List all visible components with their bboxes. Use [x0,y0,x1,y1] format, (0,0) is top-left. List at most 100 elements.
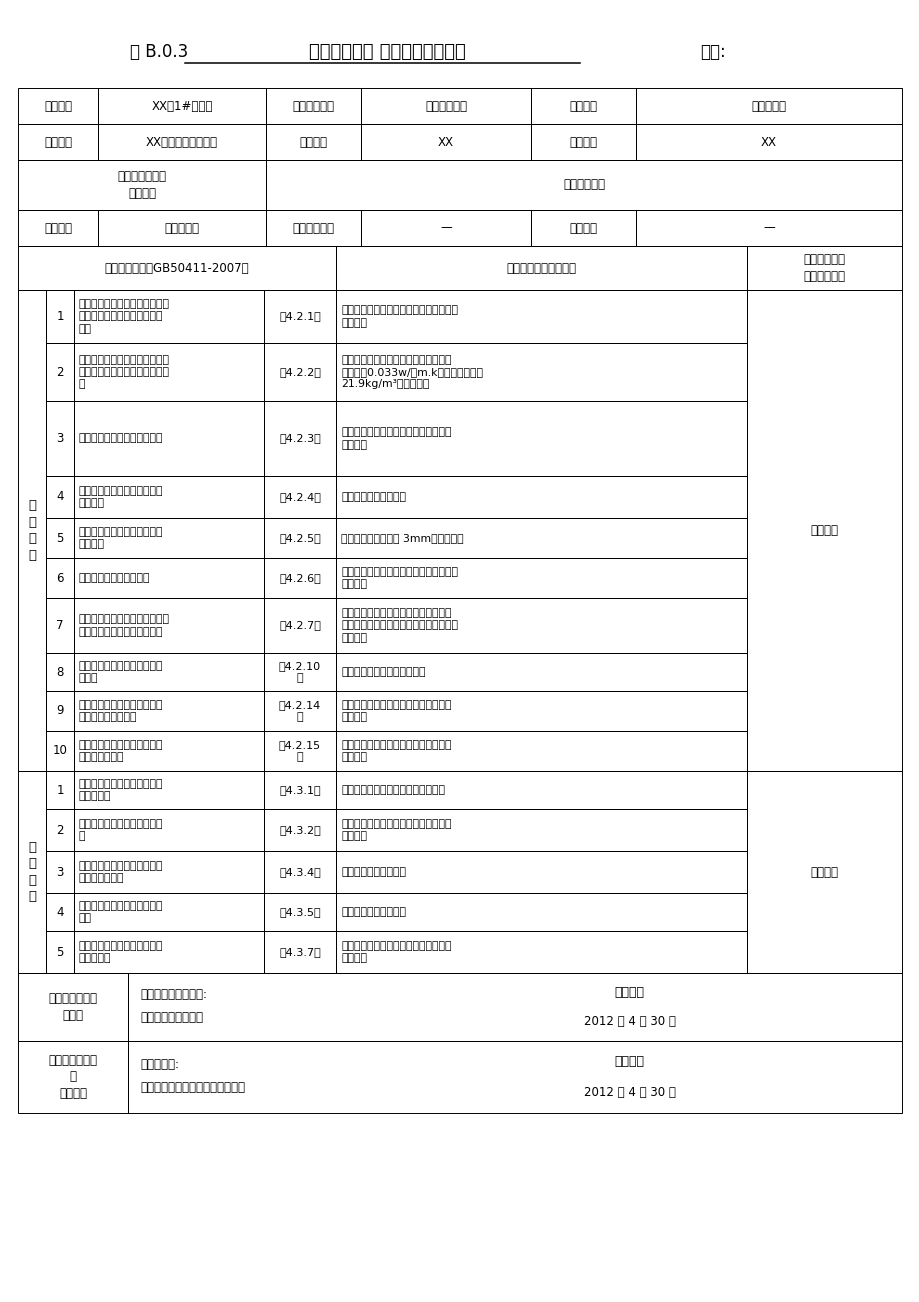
Text: （项目技术负责人）: （项目技术负责人） [140,1010,203,1023]
Text: 工程名称: 工程名称 [44,99,72,112]
Text: 5: 5 [56,945,63,958]
Text: 第4.3.5条: 第4.3.5条 [278,907,321,917]
Text: 施工执行标准名
称及编号: 施工执行标准名 称及编号 [118,171,166,199]
Bar [266,89,360,124]
Bar [74,401,264,477]
Text: 施工单位检查评定记录: 施工单位检查评定记录 [506,262,576,275]
Text: 经观察检查，符合要求: 经观察检查，符合要求 [341,867,405,878]
Text: 监理（建设）
单位验收记录: 监理（建设） 单位验收记录 [802,254,845,283]
Bar [74,852,264,893]
Bar [74,809,264,852]
Text: 符合要求；其它项亦符合要求: 符合要求；其它项亦符合要求 [341,667,425,677]
Bar [264,598,335,654]
Text: 3: 3 [56,432,63,445]
Text: 表 B.0.3: 表 B.0.3 [130,43,188,61]
Text: 第4.2.7条: 第4.2.7条 [278,621,321,630]
Bar [264,401,335,477]
Text: 第4.3.1条: 第4.3.1条 [278,785,321,796]
Bar [264,809,335,852]
Text: 经核查保温材料为聚苯乙烯泡沫塑料板，
符合要求: 经核查保温材料为聚苯乙烯泡沫塑料板， 符合要求 [341,305,458,328]
Text: 施工单位: 施工单位 [44,135,72,148]
Bar [335,931,746,973]
Text: 表面平整度最大偏差 3mm，符合要求: 表面平整度最大偏差 3mm，符合要求 [341,533,463,543]
Bar [18,290,46,771]
Text: 经观察检查和核查隐蔽工程验收记录，
符合要求: 经观察检查和核查隐蔽工程验收记录， 符合要求 [341,941,451,963]
Text: 饰面层的基层及面层施工应符
合要求: 饰面层的基层及面层施工应符 合要求 [78,661,163,684]
Bar [74,691,264,730]
Bar [98,89,266,124]
Bar [635,89,901,124]
Bar [46,691,74,730]
Bar [335,771,746,809]
Text: 第4.2.5条: 第4.2.5条 [278,533,321,543]
Bar [264,852,335,893]
Text: XX园1#住宅楼: XX园1#住宅楼 [151,99,212,112]
Bar [46,654,74,691]
Text: 监理工程师:: 监理工程师: [140,1057,179,1070]
Text: 各层构造做法应符合要求: 各层构造做法应符合要求 [78,573,150,583]
Bar [46,559,74,598]
Text: 分包单位: 分包单位 [44,221,72,234]
Text: 符合要求: 符合要求 [614,1055,644,1068]
Bar [74,559,264,598]
Text: 经钢针插入和尺量检查，保温材料厚度
符合要求；保温板材与基层的粘结强度，
符合要求: 经钢针插入和尺量检查，保温材料厚度 符合要求；保温板材与基层的粘结强度， 符合要… [341,608,458,643]
Text: 第4.2.4条: 第4.2.4条 [278,492,321,503]
Text: 监理（建设）单
位
验收结论: 监理（建设）单 位 验收结论 [49,1055,97,1100]
Bar [335,809,746,852]
Bar [18,771,46,973]
Text: 一
般
项
目: 一 般 项 目 [28,841,36,904]
Text: 第4.2.6条: 第4.2.6条 [278,573,321,583]
Bar [746,290,901,771]
Text: 项目经理: 项目经理 [569,135,596,148]
Bar [264,654,335,691]
Text: 2: 2 [56,366,63,379]
Text: 经观察检查，符合要求: 经观察检查，符合要求 [341,907,405,917]
Text: 1: 1 [56,310,63,323]
Text: 无分包单位: 无分包单位 [165,221,199,234]
Text: 专业工长: 专业工长 [300,135,327,148]
Bar [530,210,635,246]
Bar [335,730,746,771]
Text: 第4.3.7条: 第4.3.7条 [278,947,321,957]
Text: 按照设计和施工方案施工，经观察检查，
符合要求: 按照设计和施工方案施工，经观察检查， 符合要求 [341,566,458,590]
Text: 经核查资料，聚苯乙烯泡沫塑料板的导
热系数为0.033w/（m.k），表观密度为
21.9kg/m³，符合要求: 经核查资料，聚苯乙烯泡沫塑料板的导 热系数为0.033w/（m.k），表观密度为… [341,354,482,389]
Bar [18,210,98,246]
Bar [18,89,98,124]
Text: 符合要求: 符合要求 [614,986,644,999]
Bar [46,893,74,931]
Text: （建设单位项目专业技术负责人）: （建设单位项目专业技术负责人） [140,1081,244,1094]
Text: 第4.2.2条: 第4.2.2条 [278,367,321,378]
Text: 验收规范规定（GB50411-2007）: 验收规范规定（GB50411-2007） [105,262,249,275]
Text: 经观察检查和核查隐蔽工程验收记录，
符合要求: 经观察检查和核查隐蔽工程验收记录， 符合要求 [341,740,451,762]
Text: 门窗洞口四周的侧面节能保温
措施应符合设计要求: 门窗洞口四周的侧面节能保温 措施应符合设计要求 [78,699,163,723]
Text: 编号:: 编号: [699,43,725,61]
Bar [264,518,335,559]
Bar [335,401,746,477]
Bar [74,477,264,518]
Bar [266,124,360,160]
Bar [46,771,74,809]
Bar [46,290,74,342]
Text: 经复验聚苯乙烯泡沫塑料板、胶粘剂均
符合要求: 经复验聚苯乙烯泡沫塑料板、胶粘剂均 符合要求 [341,427,451,449]
Text: 第4.2.15
条: 第4.2.15 条 [278,740,321,763]
Bar [335,852,746,893]
Bar [335,342,746,401]
Text: —: — [439,221,451,234]
Bar [98,210,266,246]
Text: 分包项目经理: 分包项目经理 [292,221,335,234]
Bar [746,246,901,290]
Text: 第4.3.2条: 第4.3.2条 [278,825,321,835]
Text: 经观察检查和核查隐蔽工程验收记录，
符合要求: 经观察检查和核查隐蔽工程验收记录， 符合要求 [341,819,451,841]
Text: 项目专业质量检查员:: 项目专业质量检查员: [140,988,207,1001]
Bar [46,342,74,401]
Text: 2012 年 4 月 30 日: 2012 年 4 月 30 日 [583,1086,675,1099]
Text: 5: 5 [56,531,63,544]
Bar [46,598,74,654]
Text: 保温材料的厚度、保温板材与基
层的粘结强度应符合设计要求: 保温材料的厚度、保温板材与基 层的粘结强度应符合设计要求 [78,615,169,637]
Bar [264,771,335,809]
Bar [18,246,335,290]
Text: 保温材料的导热系数、密度、压
缩强度、燃烧性能应符合设计要
求: 保温材料的导热系数、密度、压 缩强度、燃烧性能应符合设计要 求 [78,354,169,389]
Bar [746,771,901,973]
Text: 6: 6 [56,572,63,585]
Text: 墙体节能工程 检验批质量验收表: 墙体节能工程 检验批质量验收表 [309,43,465,61]
